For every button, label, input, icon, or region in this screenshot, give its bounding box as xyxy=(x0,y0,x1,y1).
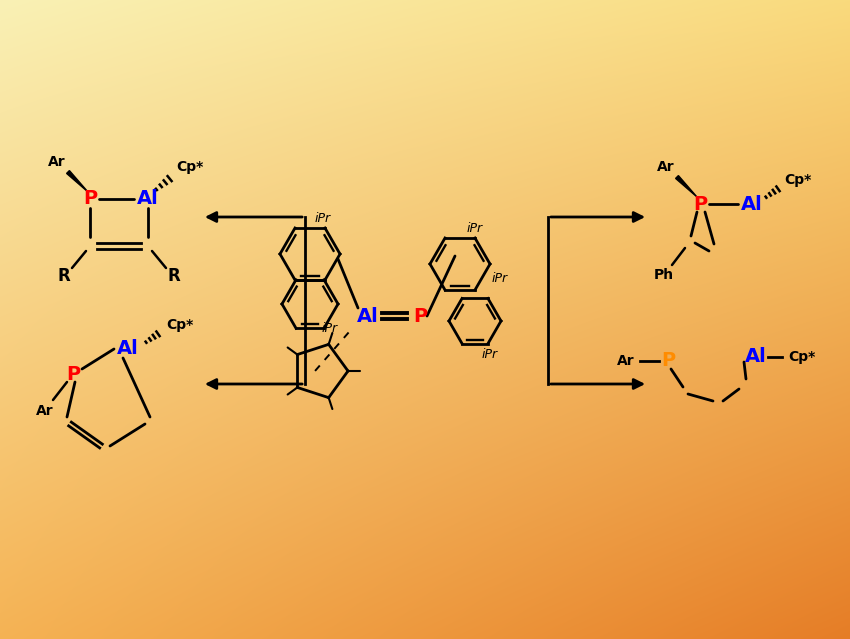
Text: Cp*: Cp* xyxy=(785,173,812,187)
Text: Al: Al xyxy=(137,190,159,208)
Text: iPr: iPr xyxy=(467,222,483,236)
Text: iPr: iPr xyxy=(315,213,331,226)
Text: iPr: iPr xyxy=(322,323,338,335)
Text: Cp*: Cp* xyxy=(167,318,194,332)
Text: Al: Al xyxy=(357,307,379,325)
Polygon shape xyxy=(66,171,88,192)
Text: iPr: iPr xyxy=(492,272,508,286)
Text: R: R xyxy=(167,267,180,285)
Text: Al: Al xyxy=(741,194,762,213)
Text: P: P xyxy=(66,364,80,383)
Text: Ar: Ar xyxy=(37,404,54,418)
Text: Cp*: Cp* xyxy=(788,350,816,364)
Text: P: P xyxy=(413,307,427,325)
Text: Al: Al xyxy=(117,339,139,358)
Text: Ph: Ph xyxy=(654,268,674,282)
Text: Ar: Ar xyxy=(48,155,65,169)
Text: P: P xyxy=(661,351,675,371)
Polygon shape xyxy=(676,176,697,197)
Text: R: R xyxy=(58,267,71,285)
Text: P: P xyxy=(693,194,707,213)
Text: Ar: Ar xyxy=(617,354,635,368)
Text: Al: Al xyxy=(745,348,767,367)
Text: P: P xyxy=(83,190,97,208)
Text: iPr: iPr xyxy=(482,348,498,360)
Text: Cp*: Cp* xyxy=(176,160,204,174)
Text: Ar: Ar xyxy=(657,160,675,174)
